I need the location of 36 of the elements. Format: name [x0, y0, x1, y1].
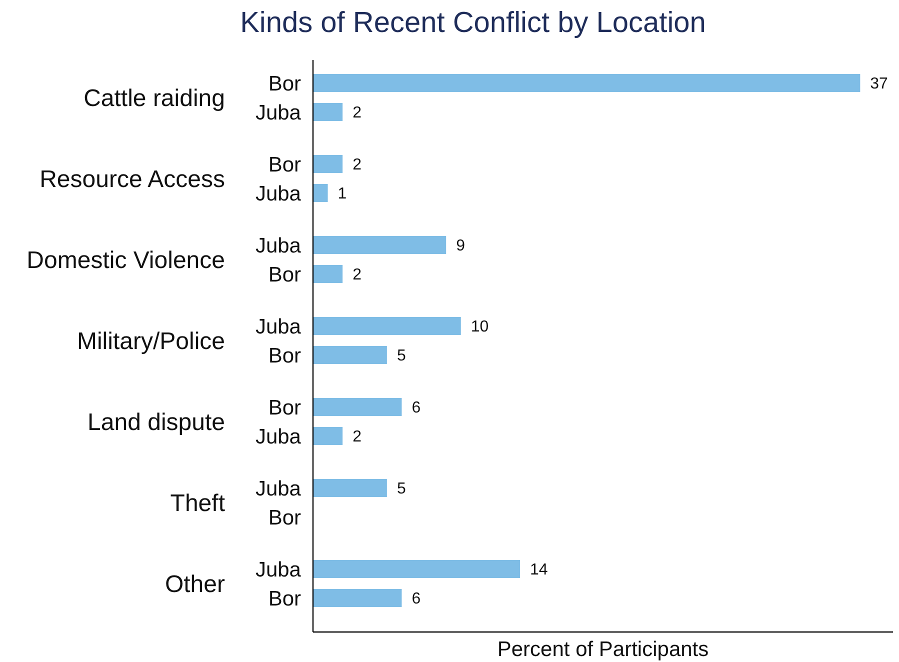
y-tick-label: Juba — [255, 558, 302, 582]
data-label: 2 — [352, 104, 362, 122]
y-tick-label: Bor — [268, 153, 301, 176]
data-label: 2 — [352, 428, 362, 446]
text: Cattle raiding — [84, 84, 225, 112]
y-tick-label: Juba — [255, 182, 302, 206]
text: Theft — [170, 490, 226, 517]
y-tick-label: Bor — [268, 263, 301, 286]
data-label: 9 — [456, 238, 466, 255]
text: Resource Access — [40, 166, 225, 193]
data-label: 5 — [396, 480, 406, 498]
text: Other — [164, 570, 225, 598]
text: Domestic Violence — [26, 246, 225, 274]
y-tick-label: Bor — [268, 587, 301, 610]
data-label: 5 — [396, 348, 406, 365]
y-tick-label: Juba — [255, 234, 302, 258]
text: Military/Police — [76, 328, 225, 355]
y-tick-label: Bor — [268, 72, 301, 96]
x-axis-title: Percent of Participants — [497, 638, 709, 661]
text: Land dispute — [88, 408, 225, 436]
y-tick-label: Bor — [268, 344, 301, 368]
data-label: 14 — [530, 562, 548, 579]
data-label: 6 — [412, 400, 421, 417]
data-label: 2 — [352, 266, 362, 284]
data-label: 37 — [870, 76, 888, 93]
data-label: 10 — [470, 318, 489, 336]
data-label: 1 — [338, 186, 347, 203]
y-tick-label: Juba — [255, 477, 302, 500]
y-tick-label: Juba — [255, 315, 302, 338]
y-tick-label: Bor — [268, 506, 301, 530]
data-label: 6 — [412, 590, 421, 608]
chart-title: Kinds of Recent Conflict by Location — [240, 7, 706, 39]
data-label: 2 — [352, 156, 362, 174]
y-tick-label: Bor — [268, 396, 301, 420]
y-tick-label: Juba — [255, 101, 302, 124]
y-tick-label: Juba — [255, 425, 302, 448]
